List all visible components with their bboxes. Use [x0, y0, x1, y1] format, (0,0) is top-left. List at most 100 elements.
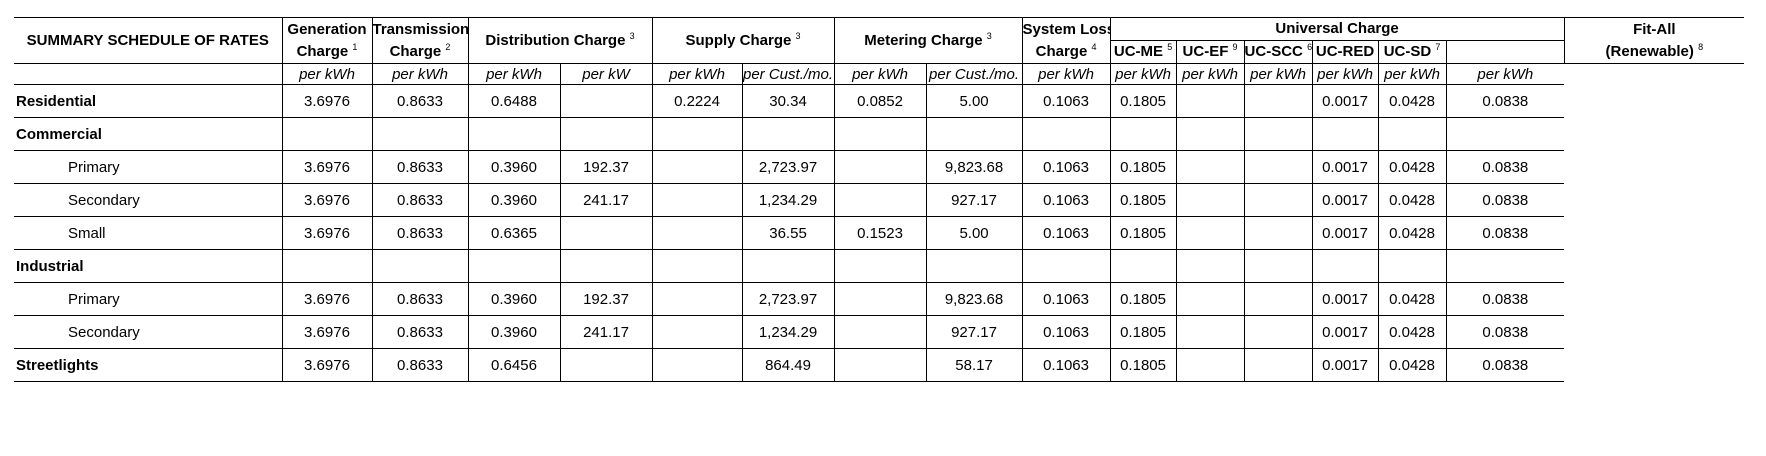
rate-cell	[741, 249, 835, 283]
rate-cell	[833, 150, 927, 184]
rate-cell	[1175, 84, 1245, 118]
row-label: Primary	[14, 282, 283, 316]
unit-cell: per kWh	[1109, 63, 1177, 85]
row-label: Commercial	[14, 117, 283, 151]
rate-cell: 0.0017	[1311, 84, 1379, 118]
rate-cell: 0.0017	[1311, 183, 1379, 217]
rate-cell: 0.0428	[1377, 315, 1447, 349]
uc-sd-header: UC-SD 7	[1377, 40, 1447, 64]
unit-cell: per kWh	[651, 63, 743, 85]
unit-cell: per kWh	[467, 63, 561, 85]
uc-scc-header: UC-SCC 6	[1243, 40, 1313, 64]
rate-cell	[281, 249, 373, 283]
row-label: Primary	[14, 150, 283, 184]
rate-cell: 0.1063	[1021, 282, 1111, 316]
rate-cell: 0.3960	[467, 150, 561, 184]
rate-cell	[833, 183, 927, 217]
rate-cell	[833, 117, 927, 151]
unit-cell: per kWh	[1311, 63, 1379, 85]
rate-cell	[1243, 282, 1313, 316]
unit-cell: per kW	[559, 63, 653, 85]
rate-cell: 0.3960	[467, 282, 561, 316]
unit-cell: per Cust./mo.	[925, 63, 1023, 85]
rate-cell	[1175, 117, 1245, 151]
rate-cell: 0.6488	[467, 84, 561, 118]
rate-cell: 58.17	[925, 348, 1023, 382]
table-row: Primary 3.6976 0.8633 0.3960 192.37 2,723.97 9…	[14, 282, 1744, 316]
rate-cell: 30.34	[741, 84, 835, 118]
rate-cell: 0.0428	[1377, 150, 1447, 184]
rate-cell: 9,823.68	[925, 282, 1023, 316]
unit-cell: per kWh	[281, 63, 373, 85]
rate-cell	[833, 348, 927, 382]
rate-cell	[559, 249, 653, 283]
rate-cell: 2,723.97	[741, 150, 835, 184]
schedule-title: SUMMARY SCHEDULE OF RATES	[14, 17, 283, 64]
rate-cell	[1243, 249, 1313, 283]
rate-cell	[1311, 249, 1379, 283]
rate-cell	[559, 84, 653, 118]
rate-cell: 0.0838	[1445, 150, 1565, 184]
unit-cell: per Cust./mo.	[741, 63, 835, 85]
rate-cell: 0.1805	[1109, 183, 1177, 217]
rate-cell: 0.1063	[1021, 315, 1111, 349]
table-row: Small 3.6976 0.8633 0.6365 36.55 0.1523 5.00 0.…	[14, 216, 1744, 250]
rate-cell	[559, 348, 653, 382]
rate-cell	[1377, 249, 1447, 283]
rate-cell: 0.0838	[1445, 216, 1565, 250]
rate-cell: 1,234.29	[741, 183, 835, 217]
rate-cell: 3.6976	[281, 282, 373, 316]
rate-cell: 0.0838	[1445, 348, 1565, 382]
rate-cell: 0.0017	[1311, 216, 1379, 250]
rate-cell	[1243, 348, 1313, 382]
rate-cell: 0.0838	[1445, 282, 1565, 316]
rate-cell: 0.1063	[1021, 150, 1111, 184]
rate-cell: 0.6456	[467, 348, 561, 382]
universal-charge-header: Universal Charge	[1109, 17, 1565, 41]
rate-cell: 0.0838	[1445, 84, 1565, 118]
rate-cell: 0.1805	[1109, 84, 1177, 118]
rate-cell: 9,823.68	[925, 150, 1023, 184]
unit-cell: per kWh	[833, 63, 927, 85]
rate-cell: 0.0428	[1377, 183, 1447, 217]
unit-cell: per kWh	[1243, 63, 1313, 85]
rate-cell: 0.8633	[371, 84, 469, 118]
rate-cell	[467, 117, 561, 151]
summary-schedule-table: SUMMARY SCHEDULE OF RATES Generation Char…	[14, 17, 1744, 382]
row-label: Secondary	[14, 315, 283, 349]
rate-cell: 0.2224	[651, 84, 743, 118]
rate-cell	[741, 117, 835, 151]
row-label: Streetlights	[14, 348, 283, 382]
rate-cell: 0.1063	[1021, 216, 1111, 250]
rate-cell: 0.8633	[371, 150, 469, 184]
rate-cell	[651, 216, 743, 250]
uc-me-header: UC-ME 5	[1109, 40, 1177, 64]
rate-cell	[1243, 315, 1313, 349]
rate-cell	[1175, 216, 1245, 250]
unit-cell: per kWh	[1021, 63, 1111, 85]
distribution-charge-header: Distribution Charge 3	[467, 17, 653, 64]
rate-cell: 0.0428	[1377, 348, 1447, 382]
table-row: Primary 3.6976 0.8633 0.3960 192.37 2,723.97 9…	[14, 150, 1744, 184]
rate-cell: 0.3960	[467, 315, 561, 349]
unit-cell: per kWh	[371, 63, 469, 85]
rate-cell: 0.0852	[833, 84, 927, 118]
rate-cell	[371, 249, 469, 283]
rate-cell	[1311, 117, 1379, 151]
row-label: Small	[14, 216, 283, 250]
rate-cell: 1,234.29	[741, 315, 835, 349]
rate-cell: 0.0838	[1445, 183, 1565, 217]
rate-cell: 5.00	[925, 216, 1023, 250]
rate-cell: 0.0428	[1377, 84, 1447, 118]
unit-cell: per kWh	[1377, 63, 1447, 85]
rate-cell	[371, 117, 469, 151]
rate-cell: 192.37	[559, 282, 653, 316]
rate-cell	[281, 117, 373, 151]
unit-cell: per kWh	[1175, 63, 1245, 85]
table-row: Secondary 3.6976 0.8633 0.3960 241.17 1,234.2…	[14, 315, 1744, 349]
rate-cell	[1445, 249, 1565, 283]
rate-cell	[1109, 117, 1177, 151]
uc-red-header: UC-RED	[1311, 40, 1379, 64]
row-label: Residential	[14, 84, 283, 118]
rate-cell: 241.17	[559, 315, 653, 349]
